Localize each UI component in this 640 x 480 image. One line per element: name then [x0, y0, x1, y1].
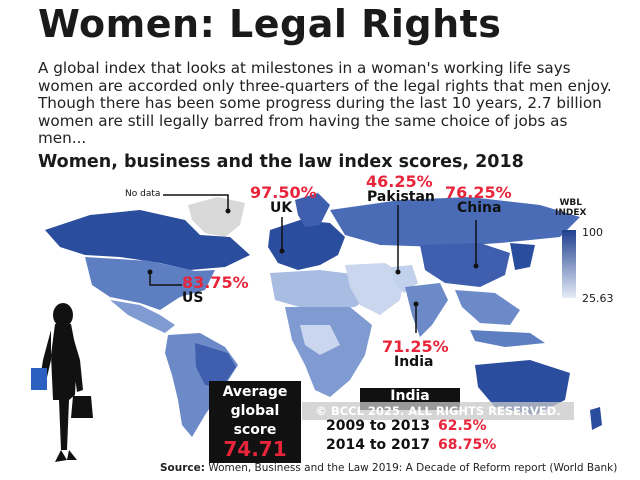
indonesia-region: [470, 330, 545, 347]
average-line3: score: [233, 422, 277, 438]
average-score-box: Average global score 74.71: [209, 381, 301, 463]
legend-gradient-bar: [562, 230, 576, 298]
india-trend-row: 2014 to 2017 68.75%: [326, 437, 496, 453]
woman-silhouette-icon: [31, 303, 93, 462]
average-line1: Average: [222, 384, 288, 400]
india-region: [405, 283, 448, 337]
new-zealand-region: [590, 407, 602, 430]
middle-east-region: [345, 263, 405, 315]
india-label: India: [394, 354, 434, 370]
pakistan-value: 46.25%: [366, 172, 433, 191]
india-trend-value: 68.75%: [438, 437, 497, 453]
source-label: Source:: [160, 462, 205, 474]
legend-max-label: 100: [582, 226, 603, 239]
uk-value: 97.50%: [250, 183, 317, 202]
no-data-label: No data: [125, 189, 161, 199]
india-trend-row: 2009 to 2013 62.5%: [326, 418, 487, 434]
china-value: 76.25%: [445, 183, 512, 202]
india-trend-years: 2014 to 2017: [326, 437, 430, 453]
china-region: [420, 243, 510, 287]
scandinavia-region: [295, 193, 330, 227]
page-title: Women: Legal Rights: [38, 2, 502, 46]
legend-min-label: 25.63: [582, 292, 614, 305]
average-line2: global: [230, 403, 280, 419]
southeast-asia-region: [455, 290, 520, 325]
india-value: 71.25%: [382, 337, 449, 356]
chart-subtitle: Women, business and the law index scores…: [38, 152, 524, 172]
us-label: US: [182, 290, 204, 306]
central-africa-light: [300, 325, 340, 355]
australia-region: [475, 360, 570, 415]
pakistan-label: Pakistan: [367, 189, 435, 205]
uk-label: UK: [270, 200, 293, 216]
china-label: China: [457, 200, 502, 216]
source-note: Source: Women, Business and the Law 2019…: [160, 462, 617, 474]
copyright-watermark: © BCCL 2025. ALL RIGHTS RESERVED.: [302, 402, 574, 420]
no-data-leader: [163, 194, 229, 210]
east-asia-region: [510, 243, 535, 270]
canada-region: [45, 210, 250, 270]
brazil-region: [195, 343, 236, 387]
us-leader: [149, 273, 182, 286]
india-trend-years: 2009 to 2013: [326, 418, 430, 434]
source-text: Women, Business and the Law 2019: A Deca…: [208, 462, 618, 474]
legend-title: WBL INDEX: [555, 198, 586, 218]
india-trend-value: 62.5%: [438, 418, 487, 434]
europe-region: [268, 220, 345, 270]
greenland-no-data: [188, 197, 245, 237]
legend-title-line1: WBL: [559, 198, 582, 208]
mexico-region: [110, 300, 175, 333]
us-value: 83.75%: [182, 273, 249, 292]
intro-paragraph: A global index that looks at milestones …: [38, 59, 612, 147]
russia-region: [330, 197, 580, 247]
legend-title-line2: INDEX: [555, 208, 587, 218]
world-map: [45, 193, 602, 437]
average-value: 74.71: [223, 437, 287, 461]
